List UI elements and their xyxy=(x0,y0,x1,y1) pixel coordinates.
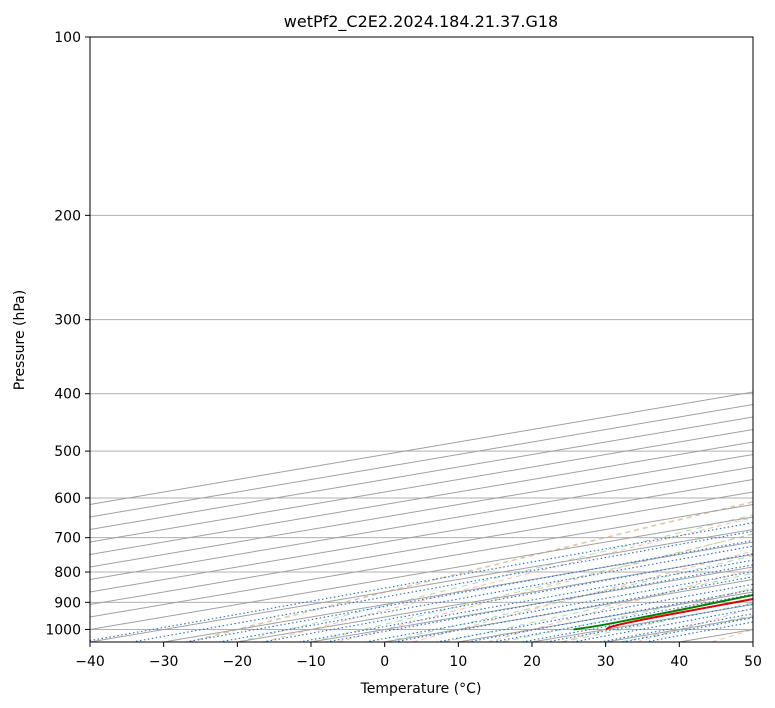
x-tick-label: 0 xyxy=(380,654,389,670)
mixing-ratio-layer xyxy=(90,522,753,642)
y-tick-label: 400 xyxy=(54,387,81,403)
x-axis-ticks: −40 −30 −20 −10 0 10 20 30 40 50 xyxy=(75,642,762,670)
x-axis-label: Temperature (°C) xyxy=(360,681,482,697)
y-axis-label: Pressure (hPa) xyxy=(12,290,28,390)
y-tick-label: 200 xyxy=(54,208,81,224)
mixing-ratio-line xyxy=(599,613,753,642)
x-tick-label: −20 xyxy=(223,654,253,670)
isotherm-line xyxy=(90,453,753,568)
x-tick-label: −30 xyxy=(149,654,179,670)
isotherm-line xyxy=(90,466,753,581)
mixing-ratio-line xyxy=(572,608,753,642)
y-tick-label: 1000 xyxy=(45,622,81,638)
x-tick-label: 20 xyxy=(523,654,541,670)
x-tick-label: −10 xyxy=(296,654,326,670)
mixing-ratio-line xyxy=(218,545,753,642)
x-tick-label: 10 xyxy=(449,654,467,670)
y-tick-label: 800 xyxy=(54,565,81,581)
isotherm-line xyxy=(90,478,753,593)
y-tick-label: 500 xyxy=(54,444,81,460)
y-axis-ticks: 100 200 300 400 500 600 700 800 900 1000 xyxy=(45,30,90,638)
dry-adiabat xyxy=(263,517,753,642)
isotherm-line xyxy=(90,441,753,556)
isotherm-line xyxy=(90,428,753,543)
plot-frame xyxy=(89,36,754,643)
moist-adiabat xyxy=(310,533,753,642)
mixing-ratio-line xyxy=(131,530,753,642)
moist-adiabat xyxy=(502,588,753,642)
chart-title: wetPf2_C2E2.2024.184.21.37.G18 xyxy=(284,12,558,32)
isotherm-line xyxy=(90,491,753,606)
x-tick-label: 50 xyxy=(744,654,762,670)
isotherms-layer xyxy=(90,391,753,642)
x-tick-label: 40 xyxy=(670,654,688,670)
y-tick-label: 700 xyxy=(54,531,81,547)
moist-adiabats-layer xyxy=(237,514,753,642)
y-tick-label: 300 xyxy=(54,313,81,329)
isotherm-line xyxy=(90,503,753,618)
dry-adiabat xyxy=(487,568,753,642)
mixing-ratio-line xyxy=(622,617,753,642)
isotherm-line xyxy=(90,516,753,631)
mixing-ratio-line xyxy=(185,539,753,642)
dry-adiabat xyxy=(562,587,753,642)
y-tick-label: 900 xyxy=(54,595,81,611)
x-tick-label: −40 xyxy=(75,654,105,670)
x-tick-label: 30 xyxy=(597,654,615,670)
isotherm-line xyxy=(90,528,753,642)
y-tick-label: 100 xyxy=(54,30,81,46)
mixing-ratio-line xyxy=(299,559,753,642)
mixing-ratio-line xyxy=(262,553,753,642)
y-tick-label: 600 xyxy=(54,491,81,507)
